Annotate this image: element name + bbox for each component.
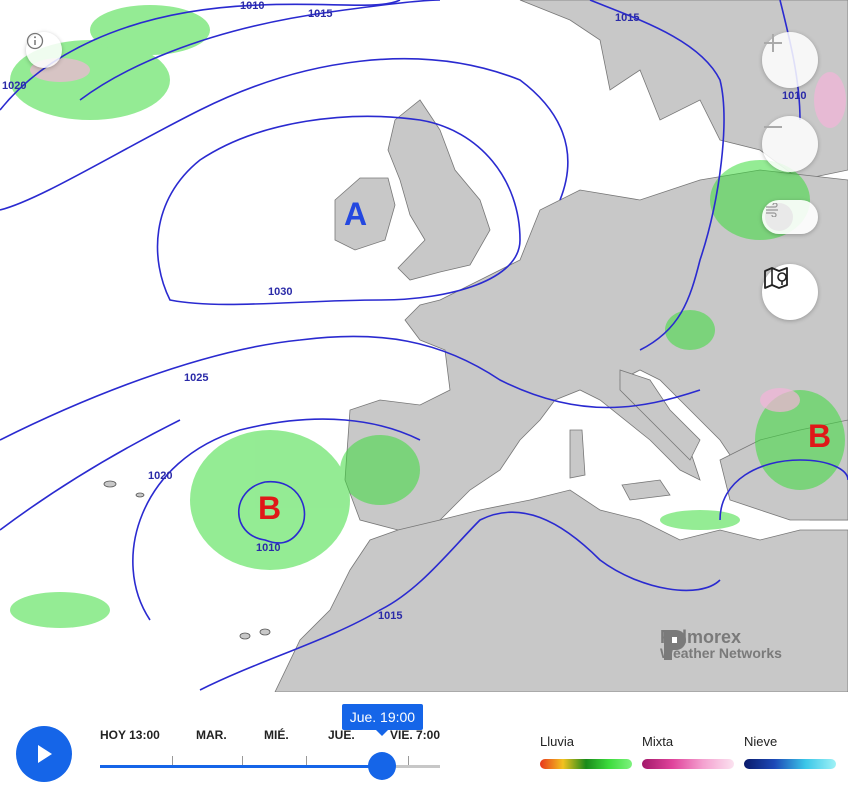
brand-watermark: Pelmorex Weather Networks (660, 628, 782, 660)
timeline-tick (408, 756, 409, 765)
isobar-label: 1015 (378, 610, 403, 622)
wind-icon (766, 203, 778, 217)
brand-subtitle: Weather Networks (660, 645, 782, 661)
legend-label-mixed: Mixta (642, 734, 674, 749)
info-button[interactable] (26, 32, 62, 68)
timeline-tick-label: MIÉ. (264, 728, 289, 742)
isobar-label: 1020 (2, 80, 27, 92)
isobar-label: 1015 (308, 8, 333, 20)
isobar-label: 1020 (148, 470, 173, 482)
timeline-progress (100, 765, 383, 768)
toggle-knob (765, 203, 793, 231)
low-pressure-label: B (808, 418, 832, 454)
isobar-label: 1030 (268, 286, 293, 298)
legend-label-snow: Nieve (744, 734, 778, 749)
precipitation-layer (10, 5, 845, 628)
isobar-label: 1010 (782, 90, 807, 102)
isobar-lines (0, 0, 848, 691)
weather-map[interactable]: A B B 1010 1015 1015 1020 1030 1025 1020… (0, 0, 848, 692)
timeline-tick-label: VIE. 7:00 (390, 728, 441, 742)
timeline-tick-label: MAR. (196, 728, 227, 742)
isobar-label: 1025 (184, 372, 209, 384)
play-button[interactable] (16, 726, 72, 782)
map-canvas (0, 0, 848, 692)
low-pressure-label: B (258, 490, 282, 526)
timeline-tick (242, 756, 243, 765)
timeline-panel: HOY 13:00 MAR. MIÉ. JUE. VIE. 7:00 Jue. … (0, 692, 848, 800)
timeline-tick-label: JUE. (328, 728, 355, 742)
isobar-label: 1010 (256, 542, 281, 554)
landmass (274, 0, 848, 692)
current-time-tooltip: Jue. 19:00 (341, 704, 424, 736)
timeline-tick-label: HOY 13:00 (100, 728, 160, 742)
minus-icon (764, 126, 782, 128)
isobar-label: 1015 (615, 12, 640, 24)
legend-bar-rain (540, 759, 632, 769)
legend-bar-snow (744, 759, 836, 769)
timeline-thumb[interactable] (368, 752, 397, 780)
high-pressure-label: A (344, 196, 368, 232)
timeline-tick (306, 756, 307, 765)
pelmorex-logo-icon (664, 630, 686, 660)
zoom-out-button[interactable] (762, 116, 818, 172)
info-icon (26, 32, 44, 50)
islands (103, 480, 271, 640)
timeline-tick (172, 756, 173, 765)
play-icon (38, 745, 52, 763)
timeline-track[interactable] (100, 765, 440, 768)
plus-icon (764, 34, 782, 52)
map-pin-icon (764, 267, 788, 289)
isobar-label: 1010 (240, 0, 265, 12)
mixed-precip-layer (30, 58, 846, 412)
map-layers-button[interactable] (762, 264, 818, 320)
legend-bar-mixed (642, 759, 734, 769)
zoom-in-button[interactable] (762, 32, 818, 88)
legend-label-rain: Lluvia (540, 734, 574, 749)
wind-layer-toggle[interactable] (762, 200, 818, 234)
